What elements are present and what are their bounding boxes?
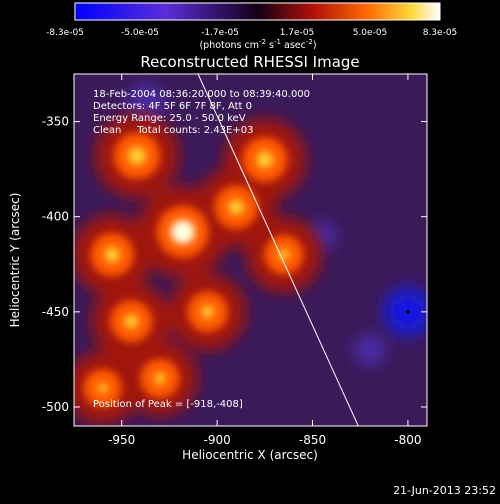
yellow-region-6 — [124, 314, 139, 329]
plot-frame — [73, 73, 428, 427]
annotation-counts: Clean Total counts: 2.43E+03 — [93, 125, 253, 136]
red-regions — [74, 113, 322, 425]
peak-label: Position of Peak = [-918,-408] — [93, 399, 243, 410]
x-tick-label-3: -850 — [299, 433, 326, 447]
colorbar-tick-4: 1.7e-05 — [280, 28, 315, 38]
yellow-region-1 — [170, 219, 195, 244]
colorbar-tick-1: -8.3e-05 — [46, 28, 84, 38]
yellow-region-5 — [104, 246, 120, 263]
orange-regions — [83, 132, 304, 407]
y-tick-label-4: -500 — [42, 400, 69, 414]
y-axis-title: Heliocentric Y (arcsec) — [8, 193, 22, 328]
image-area — [74, 74, 427, 426]
x-axis: -950 -900 -850 -800 — [108, 74, 422, 447]
y-axis: -350 -400 -450 -500 — [42, 115, 427, 414]
colorbar-tick-2: -5.0e-05 — [121, 28, 159, 38]
dark-region-3 — [353, 333, 387, 367]
yellow-regions — [97, 146, 290, 393]
colorbar: -8.3e-05 -5.0e-05 -1.7e-05 1.7e-05 5.0e-… — [46, 2, 458, 51]
plot-title: Reconstructed RHESSI Image — [140, 53, 359, 71]
colorbar-units: (photons cm-2 s-1 asec-2) — [199, 38, 316, 51]
colorbar-tick-6: 8.3e-05 — [423, 28, 458, 38]
yellow-region-3 — [256, 151, 274, 169]
annotation-block: 18-Feb-2004 08:36:20.000 to 08:39:40.000… — [93, 89, 310, 136]
yellow-region-4 — [228, 199, 244, 215]
y-tick-label-3: -450 — [42, 305, 69, 319]
dark-region-2 — [126, 82, 167, 123]
colorbar-tick-5: 5.0e-05 — [353, 28, 388, 38]
x-tick-label-2: -900 — [203, 433, 230, 447]
yellow-region-10 — [97, 382, 108, 393]
yellow-region-9 — [154, 372, 166, 385]
yellow-region-2 — [127, 146, 147, 166]
y-tick-label-1: -350 — [42, 115, 69, 129]
x-tick-label-4: -800 — [394, 433, 421, 447]
limb-line — [197, 74, 359, 426]
colorbar-tick-3: -1.7e-05 — [201, 28, 239, 38]
x-axis-title: Heliocentric X (arcsec) — [182, 448, 318, 462]
y-tick-label-2: -400 — [42, 210, 69, 224]
timestamp: 21-Jun-2013 23:52 — [393, 484, 496, 497]
yellow-region-8 — [278, 249, 290, 261]
annotation-detectors: Detectors: 4F 5F 6F 7F 8F, Att 0 — [93, 101, 252, 112]
yellow-region-7 — [201, 305, 214, 319]
annotation-time: 18-Feb-2004 08:36:20.000 to 08:39:40.000 — [93, 89, 310, 100]
annotation-energy: Energy Range: 25.0 - 50.0 keV — [93, 113, 246, 124]
colorbar-gradient — [74, 2, 441, 21]
minimum-marker — [405, 309, 410, 314]
dark-regions — [126, 82, 427, 367]
x-tick-label-1: -950 — [108, 433, 135, 447]
